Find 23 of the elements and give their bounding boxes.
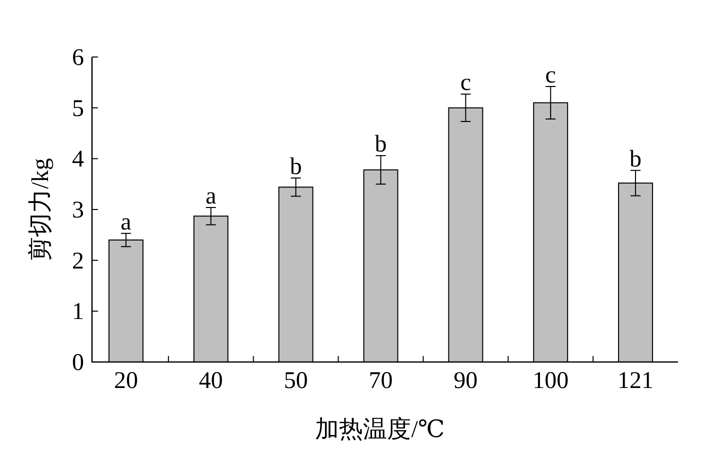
annotation: c	[460, 70, 472, 96]
y-tick-label: 6	[72, 45, 84, 71]
x-tick-label: 40	[198, 368, 223, 394]
x-tick-label: 70	[368, 368, 393, 394]
x-tick-label: 20	[114, 368, 138, 394]
x-tick-label: 121	[618, 368, 654, 394]
x-axis-title: 加热温度/℃	[315, 416, 445, 443]
y-tick-label: 1	[72, 299, 84, 326]
x-tick-label: 100	[532, 368, 569, 394]
annotation: b	[630, 146, 642, 172]
y-tick-label: 4	[72, 146, 84, 173]
y-axis-title: 剪切力/kg	[27, 158, 54, 261]
y-tick-label: 5	[72, 96, 84, 122]
annotation: b	[374, 132, 387, 158]
x-tick-label: 50	[284, 368, 308, 394]
y-tick-label: 0	[72, 350, 84, 376]
annotation: c	[545, 62, 556, 88]
x-tick-label: 90	[454, 368, 478, 394]
annotation: a	[120, 209, 132, 236]
y-tick-label: 3	[72, 198, 84, 224]
annotation: b	[290, 154, 302, 180]
annotation: a	[206, 183, 217, 210]
y-tick-label: 2	[72, 248, 84, 274]
